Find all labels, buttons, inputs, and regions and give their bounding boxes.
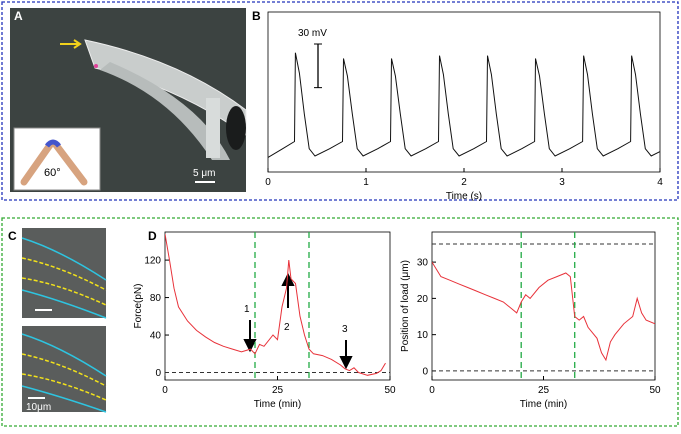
- y-tick-label: 0: [422, 366, 428, 377]
- x-tick-label: 3: [559, 177, 565, 188]
- arrow: [243, 272, 353, 370]
- x-tick-label: 0: [162, 385, 168, 396]
- panel-label: B: [252, 9, 261, 23]
- data-line: [165, 233, 386, 376]
- x-tick-label: 4: [657, 177, 663, 188]
- panel-label: D: [148, 229, 157, 243]
- x-tick-label: 0: [429, 385, 435, 396]
- x-axis-label: Time (min): [520, 399, 567, 410]
- scale-bar-label: 30 mV: [298, 28, 327, 39]
- y-tick-label: 80: [150, 293, 162, 304]
- y-axis-label: Position of load (μm): [400, 260, 411, 352]
- panel-frame: [1, 217, 679, 427]
- scale-bar-label: 10μm: [26, 402, 51, 413]
- y-axis-label: Force(pN): [133, 283, 144, 328]
- data-line: [432, 261, 655, 362]
- annotation: 2: [284, 322, 290, 333]
- y-tick-label: 0: [155, 368, 161, 379]
- sem-image: [10, 8, 247, 192]
- panel-label: C: [8, 229, 17, 243]
- data-line: [268, 52, 660, 158]
- y-tick-label: 30: [417, 258, 429, 269]
- x-tick-label: 50: [384, 385, 396, 396]
- x-axis-label: Time (min): [254, 399, 301, 410]
- y-tick-label: 40: [150, 331, 162, 342]
- panel-frame: [1, 1, 679, 201]
- axes-frame: [164, 231, 391, 381]
- scale-bar-label: 5 μm: [193, 168, 215, 179]
- x-tick-label: 2: [461, 177, 467, 188]
- x-tick-label: 25: [272, 385, 284, 396]
- y-tick-label: 20: [417, 294, 429, 305]
- annotation: 1: [244, 304, 250, 315]
- panel-label: A: [14, 9, 23, 23]
- angle-label: 60°: [44, 167, 61, 179]
- x-tick-label: 25: [538, 385, 550, 396]
- x-axis-label: Time (s): [446, 191, 482, 202]
- x-tick-label: 0: [265, 177, 271, 188]
- y-tick-label: 10: [417, 330, 429, 341]
- y-tick-label: 120: [144, 256, 161, 267]
- annotation: 3: [342, 324, 348, 335]
- axes-frame: [431, 231, 656, 381]
- microscopy-image: [21, 228, 107, 413]
- x-tick-label: 50: [649, 385, 661, 396]
- x-tick-label: 1: [363, 177, 369, 188]
